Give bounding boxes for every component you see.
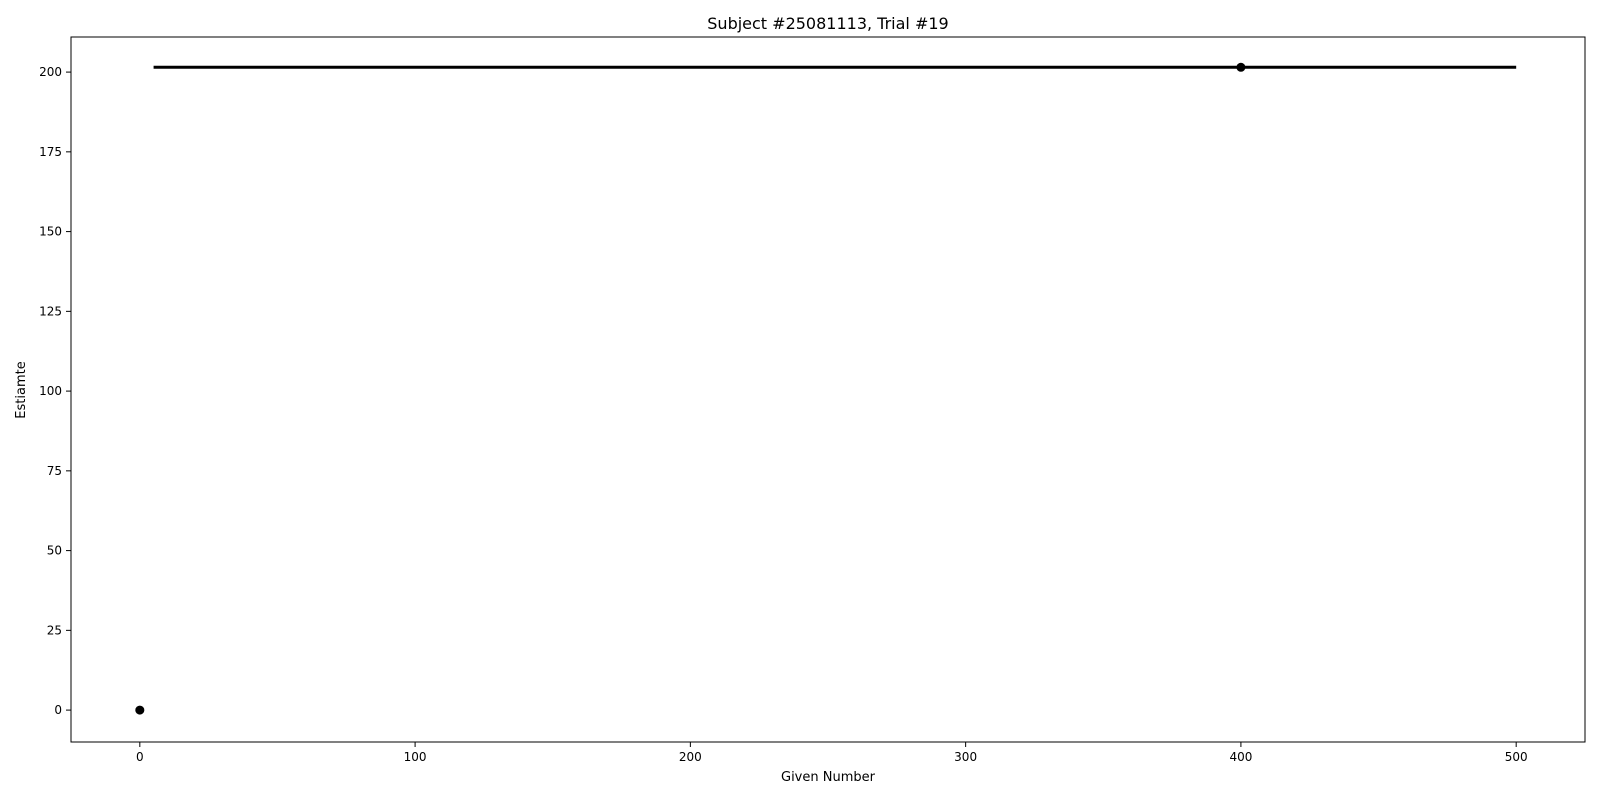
y-tick-label: 150 (39, 225, 62, 239)
x-axis-ticks: 0 100 200 300 400 500 (136, 742, 1528, 764)
x-axis-title: Given Number (781, 770, 876, 785)
x-tick-label: 200 (679, 750, 702, 764)
y-tick-label: 75 (47, 464, 62, 478)
x-tick-label: 100 (404, 750, 427, 764)
y-axis-title: Estiamte (14, 361, 29, 418)
data-point (1236, 62, 1246, 72)
y-tick-label: 50 (47, 544, 62, 558)
x-tick-label: 500 (1505, 750, 1528, 764)
data-marks (135, 62, 1517, 715)
y-tick-label: 175 (39, 145, 62, 159)
y-tick-label: 200 (39, 65, 62, 79)
y-tick-label: 25 (47, 623, 62, 637)
chart-title: Subject #25081113, Trial #19 (707, 14, 948, 33)
y-axis-ticks: 0 25 50 75 100 125 150 175 200 (39, 65, 71, 717)
x-tick-label: 300 (954, 750, 977, 764)
data-point (135, 705, 145, 715)
x-tick-label: 0 (136, 750, 144, 764)
x-tick-label: 400 (1229, 750, 1252, 764)
y-tick-label: 125 (39, 304, 62, 318)
y-tick-label: 100 (39, 384, 62, 398)
y-tick-label: 0 (54, 703, 62, 717)
plot-frame (70, 36, 1586, 743)
